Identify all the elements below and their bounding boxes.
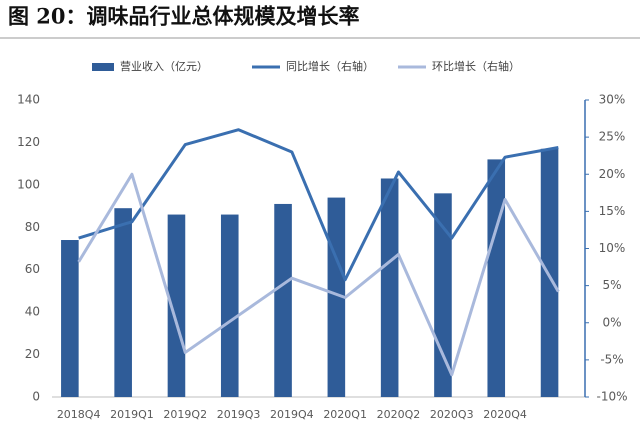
bar (167, 214, 186, 397)
y2-tick-label: -10% (596, 390, 627, 404)
y-tick-label: 100 (17, 177, 40, 191)
legend-label: 营业收入（亿元） (120, 59, 208, 73)
x-tick-label: 2019Q3 (217, 408, 261, 421)
legend-label: 同比增长（右轴） (286, 59, 374, 73)
y2-tick-label: 10% (599, 241, 626, 255)
y2-tick-label: 20% (599, 167, 626, 181)
bar (380, 178, 399, 397)
bar (274, 203, 292, 397)
y-tick-label: 140 (17, 93, 40, 107)
bar (220, 214, 239, 397)
legend-label: 环比增长（右轴） (432, 59, 520, 73)
y-tick-label: 0 (32, 390, 40, 404)
y-tick-label: 60 (25, 262, 40, 276)
x-tick-label: 2020Q1 (323, 408, 367, 421)
x-tick-label: 2020Q4 (483, 408, 527, 421)
y2-tick-label: 15% (599, 204, 626, 218)
y-tick-label: 120 (17, 135, 40, 149)
bar (540, 148, 559, 397)
legend-swatch (92, 63, 114, 71)
bar (114, 208, 132, 397)
x-tick-label: 2019Q2 (163, 408, 207, 421)
y2-tick-label: 0% (602, 315, 621, 329)
line (78, 128, 559, 282)
bar (487, 159, 506, 397)
x-tick-label: 2020Q3 (430, 408, 474, 421)
y2-tick-label: 30% (599, 93, 626, 107)
line (77, 172, 560, 377)
y-tick-label: 20 (25, 347, 40, 361)
bar (61, 240, 79, 397)
x-tick-label: 2018Q4 (57, 408, 101, 421)
y2-tick-label: 25% (599, 130, 626, 144)
x-tick-label: 2019Q4 (270, 408, 314, 421)
y-tick-label: 80 (25, 220, 40, 234)
x-tick-label: 2020Q2 (377, 408, 421, 421)
y2-tick-label: 5% (602, 278, 621, 292)
y-tick-label: 40 (25, 305, 40, 319)
x-tick-label: 2019Q1 (110, 408, 154, 421)
y2-tick-label: -5% (600, 352, 623, 366)
chart-title: 图 20：调味品行业总体规模及增长率 (8, 4, 360, 29)
